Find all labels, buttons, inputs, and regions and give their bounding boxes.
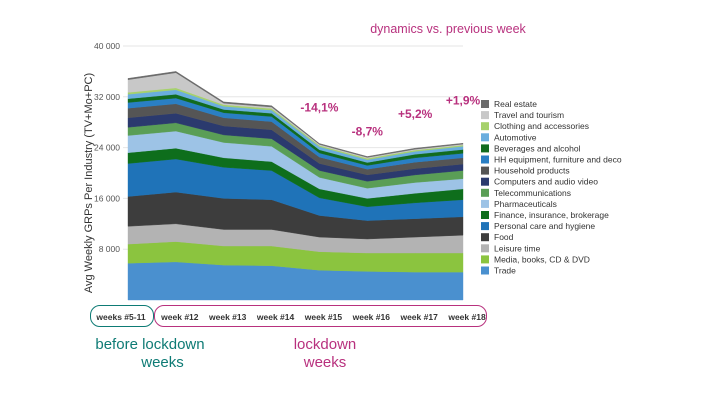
lockdown-line-2: weeks: [303, 354, 347, 371]
legend-swatch: [481, 100, 489, 108]
legend-label: Personal care and hygiene: [494, 221, 595, 231]
x-tick-label: week #13: [208, 312, 247, 322]
y-tick-label: 8 000: [99, 244, 121, 254]
legend-label: Clothing and accessories: [494, 121, 589, 131]
x-tick-label: week #12: [160, 312, 199, 322]
legend-swatch: [481, 222, 489, 231]
lockdown-line-1: lockdown: [293, 336, 357, 353]
legend-swatch: [481, 244, 489, 253]
legend-swatch: [481, 199, 489, 208]
before-lockdown-bracket: [90, 305, 154, 327]
legend-swatch: [481, 266, 489, 275]
legend-swatch: [481, 111, 489, 120]
legend-label: Pharmaceuticals: [494, 199, 557, 209]
legend-label: Beverages and alcohol: [494, 143, 581, 153]
annotations: -14,1% -8,7% +5,2% +1,9%: [300, 93, 480, 138]
y-axis-label: Avg Weekly GRPs Per Industry (TV+Mo+PC): [83, 73, 95, 293]
legend-label: Leisure time: [494, 243, 541, 253]
legend-label: Trade: [494, 266, 516, 276]
x-tick-label: week #18: [447, 312, 486, 322]
legend-swatch: [481, 155, 489, 164]
legend-swatch: [481, 255, 489, 264]
y-tick-label: 40 000: [94, 41, 120, 51]
legend-label: Food: [494, 232, 514, 242]
legend-label: Finance, insurance, brokerage: [494, 210, 609, 220]
legend-swatch: [481, 133, 489, 142]
x-tick-label: weeks #5-11: [95, 312, 145, 322]
legend-swatch: [481, 166, 489, 175]
x-tick-label: week #16: [352, 312, 391, 322]
legend-label: HH equipment, furniture and deco: [494, 155, 622, 165]
legend-swatch: [481, 233, 489, 242]
legend-label: Telecommunications: [494, 188, 571, 198]
before-lockdown-line-2: weeks: [141, 354, 184, 371]
legend-label: Real estate: [494, 99, 537, 109]
legend-swatch: [481, 211, 489, 219]
legend-swatch: [481, 188, 489, 197]
change-annotation: +5,2%: [398, 107, 433, 121]
area-real-estate: [127, 71, 464, 158]
y-tick-label: 32 000: [94, 92, 120, 102]
chart-title: dynamics vs. previous week: [370, 22, 526, 36]
lockdown-label: lockdown weeks: [265, 336, 385, 372]
change-annotation: +1,9%: [446, 93, 481, 107]
before-lockdown-label: before lockdown weeks: [70, 336, 230, 372]
y-tick-label: 24 000: [94, 143, 120, 153]
legend-label: Travel and tourism: [494, 110, 564, 120]
y-axis-ticks: 8 000 16 000 24 000 32 000 40 000: [94, 41, 120, 254]
legend-swatch: [481, 122, 489, 131]
legend-label: Computers and audio video: [494, 177, 598, 187]
x-tick-label: week #14: [256, 312, 295, 322]
legend-label: Automotive: [494, 132, 537, 142]
before-lockdown-line-1: before lockdown: [95, 336, 205, 353]
change-annotation: -8,7%: [352, 125, 384, 139]
stacked-areas: [127, 71, 464, 301]
x-tick-label: week #17: [399, 312, 438, 322]
lockdown-bracket: [154, 305, 487, 327]
x-axis-ticks: weeks #5-11 week #12 week #13 week #14 week …: [95, 312, 486, 322]
legend-swatch: [481, 144, 489, 153]
legend-label: Household products: [494, 166, 570, 176]
y-tick-label: 16 000: [94, 193, 120, 203]
change-annotation: -14,1%: [300, 100, 338, 114]
legend-label: Media, books, CD & DVD: [494, 254, 590, 264]
legend-swatch: [481, 177, 489, 186]
x-tick-label: week #15: [304, 312, 343, 322]
